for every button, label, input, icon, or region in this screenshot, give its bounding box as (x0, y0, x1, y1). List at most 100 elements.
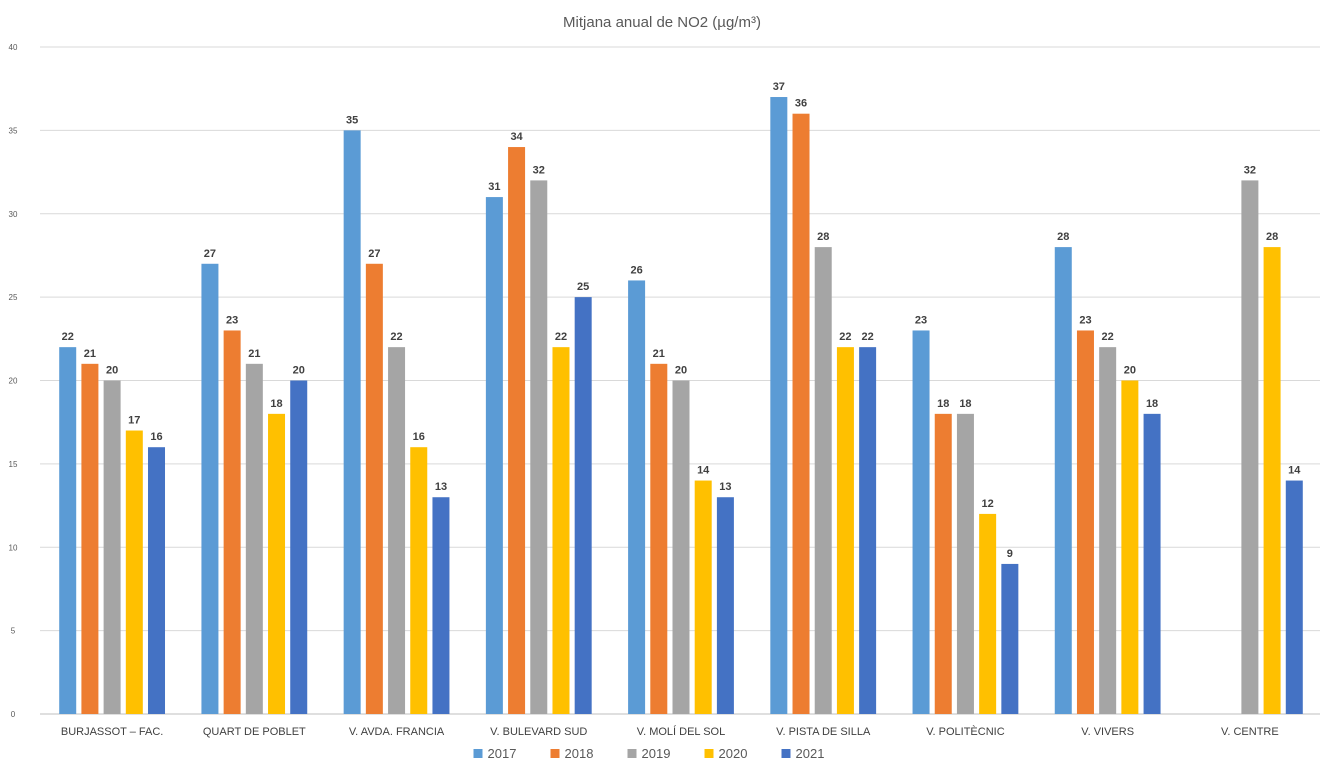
bar-2021 (432, 497, 450, 714)
data-label: 21 (84, 348, 96, 360)
bar-2020 (268, 413, 286, 714)
bar-2018 (650, 363, 668, 714)
category-label: V. PISTA DE SILLA (776, 726, 871, 738)
bar-2021 (859, 347, 877, 714)
category-label: V. VIVERS (1081, 726, 1134, 738)
bar-2020 (979, 513, 997, 714)
bar-2021 (1143, 413, 1161, 714)
data-label: 17 (128, 415, 140, 427)
data-label: 26 (630, 264, 642, 276)
bar-2017 (201, 263, 219, 714)
data-label: 20 (675, 365, 687, 377)
data-label: 36 (795, 98, 807, 110)
data-label: 28 (1057, 231, 1069, 243)
category-label: V. POLITÈCNIC (926, 725, 1005, 738)
bar-2017 (628, 280, 646, 714)
data-label: 22 (390, 331, 402, 343)
data-label: 27 (204, 248, 216, 260)
data-label: 37 (773, 81, 785, 93)
bar-2017 (485, 197, 503, 714)
bar-2019 (530, 180, 548, 714)
legend-swatch (550, 749, 560, 758)
category-label: V. MOLÍ DEL SOL (637, 725, 725, 738)
data-label: 12 (982, 498, 994, 510)
y-tick-label: 25 (9, 293, 18, 302)
data-label: 18 (937, 398, 949, 410)
bar-2018 (1076, 330, 1094, 714)
bar-2017 (912, 330, 930, 714)
bar-2020 (410, 447, 428, 714)
data-label: 18 (1146, 398, 1158, 410)
data-label: 32 (533, 164, 545, 176)
y-tick-label: 10 (9, 543, 18, 552)
bar-2021 (290, 380, 308, 714)
data-label: 28 (817, 231, 829, 243)
category-label: BURJASSOT – FAC. (61, 726, 164, 738)
category-label: V. BULEVARD SUD (490, 726, 587, 738)
data-label: 14 (1288, 465, 1301, 477)
y-tick-label: 40 (9, 43, 18, 52)
bar-2021 (1285, 480, 1303, 714)
legend-swatch (704, 749, 714, 758)
bar-2019 (1099, 347, 1117, 714)
bar-2017 (1054, 247, 1072, 714)
x-axis-categories: BURJASSOT – FAC. QUART DE POBLET V. AVDA. … (61, 725, 1279, 738)
y-tick-label: 35 (9, 126, 18, 135)
data-label: 23 (915, 314, 927, 326)
bar-2019 (388, 347, 406, 714)
y-tick-label: 15 (9, 460, 18, 469)
bar-2020 (1121, 380, 1139, 714)
bar-2019 (245, 363, 263, 714)
bar-2018 (934, 413, 952, 714)
bar-2019 (1241, 180, 1259, 714)
data-label: 16 (413, 431, 425, 443)
bar-2018 (792, 113, 810, 714)
data-label: 9 (1007, 548, 1013, 560)
bar-2020 (694, 480, 712, 714)
bar-2021 (148, 447, 166, 714)
y-tick-label: 0 (11, 710, 16, 719)
data-labels: 22 21 20 17 16 27 23 21 18 20 35 27 22 16 13 31 34 32 22 25… (62, 81, 1302, 560)
bar-2018 (365, 263, 383, 714)
data-label: 22 (1102, 331, 1114, 343)
legend: 2017 2018 2019 2020 2021 (473, 746, 824, 761)
data-label: 22 (861, 331, 873, 343)
data-label: 35 (346, 114, 358, 126)
chart-title: Mitjana anual de NO2 (µg/m³) (563, 14, 761, 31)
data-label: 18 (959, 398, 971, 410)
legend-swatch (781, 749, 791, 758)
legend-label: 2017 (488, 746, 517, 761)
bar-2017 (770, 97, 788, 714)
data-label: 23 (1079, 314, 1091, 326)
bar-2021 (716, 497, 734, 714)
bar-2019 (814, 247, 832, 714)
bar-2017 (59, 347, 77, 714)
data-label: 28 (1266, 231, 1278, 243)
data-label: 13 (719, 481, 731, 493)
data-label: 20 (1124, 365, 1136, 377)
bar-2018 (81, 363, 99, 714)
data-label: 22 (839, 331, 851, 343)
bar-2020 (836, 347, 854, 714)
bar-2021 (574, 297, 592, 714)
data-label: 34 (510, 131, 523, 143)
bar-2019 (672, 380, 690, 714)
legend-swatch (627, 749, 637, 758)
bar-2018 (223, 330, 241, 714)
bars (59, 97, 1303, 715)
bar-2020 (125, 430, 143, 714)
bar-2017 (343, 130, 361, 714)
data-label: 13 (435, 481, 447, 493)
data-label: 21 (248, 348, 260, 360)
bar-2019 (103, 380, 121, 714)
category-label: V. CENTRE (1221, 726, 1279, 738)
data-label: 22 (62, 331, 74, 343)
data-label: 27 (368, 248, 380, 260)
y-tick-label: 5 (11, 627, 16, 636)
data-label: 14 (697, 465, 710, 477)
y-axis-ticks: 0 5 10 15 20 25 30 35 40 (9, 43, 18, 719)
bar-2020 (552, 347, 570, 714)
bar-2020 (1263, 247, 1281, 714)
category-label: QUART DE POBLET (203, 726, 306, 738)
